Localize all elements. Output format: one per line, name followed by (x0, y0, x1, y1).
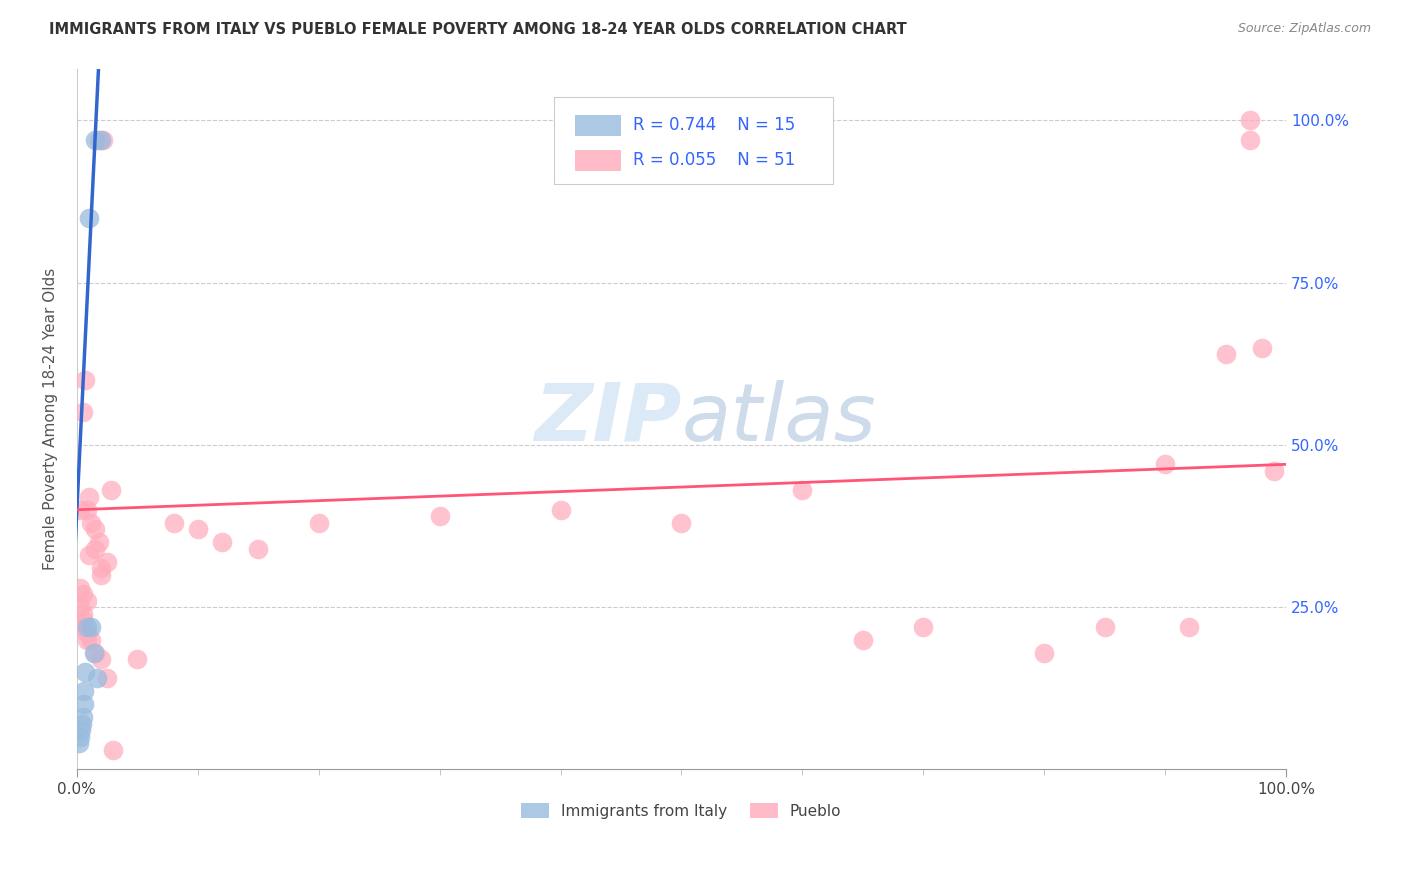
Point (101, 743, 124, 757)
Point (84, 522, 107, 536)
Point (1263, 464, 1285, 478)
Point (69, 619, 91, 633)
Point (87, 133, 110, 147)
Point (187, 522, 209, 536)
Point (76, 619, 98, 633)
Point (76, 593, 98, 607)
Point (671, 516, 693, 530)
Point (72, 613, 94, 627)
Point (90, 652, 112, 666)
Point (1094, 619, 1116, 633)
Point (80, 632, 103, 647)
Point (72, 607, 94, 621)
Point (90, 133, 112, 147)
Point (247, 541, 270, 556)
Bar (575, 150, 621, 171)
Point (96, 555, 118, 569)
Text: R = 0.744    N = 15: R = 0.744 N = 15 (633, 116, 796, 135)
Point (912, 619, 935, 633)
Point (76, 632, 98, 647)
Point (72, 587, 94, 601)
Point (308, 516, 330, 530)
Text: atlas: atlas (682, 380, 876, 458)
Point (72, 405, 94, 419)
Point (69, 730, 91, 744)
Point (550, 502, 572, 516)
Point (96, 672, 118, 686)
Point (76, 626, 98, 640)
Point (70, 723, 93, 738)
Point (1154, 458, 1177, 472)
Point (72, 698, 94, 712)
Text: ZIP: ZIP (534, 380, 682, 458)
Point (83, 646, 105, 660)
Point (100, 483, 122, 498)
Point (72, 710, 94, 724)
Point (75, 373, 97, 387)
Point (80, 619, 103, 633)
Point (80, 516, 103, 530)
Point (1215, 347, 1237, 361)
Point (73, 684, 96, 698)
Point (93, 133, 115, 147)
Point (852, 632, 875, 647)
Point (1033, 646, 1056, 660)
Bar (575, 115, 621, 136)
Point (69, 600, 91, 615)
Point (77, 211, 100, 225)
Text: Source: ZipAtlas.com: Source: ZipAtlas.com (1237, 22, 1371, 36)
Point (67, 736, 90, 750)
Point (162, 516, 184, 530)
Point (211, 535, 233, 549)
Point (792, 483, 814, 498)
Point (429, 509, 451, 524)
Point (76, 502, 98, 516)
Point (1239, 133, 1261, 147)
Point (1239, 113, 1261, 128)
Point (75, 665, 97, 679)
Point (70, 717, 93, 731)
Point (77, 548, 100, 562)
Y-axis label: Female Poverty Among 18-24 Year Olds: Female Poverty Among 18-24 Year Olds (44, 268, 58, 570)
Point (69, 502, 91, 516)
Text: IMMIGRANTS FROM ITALY VS PUEBLO FEMALE POVERTY AMONG 18-24 YEAR OLDS CORRELATION: IMMIGRANTS FROM ITALY VS PUEBLO FEMALE P… (49, 22, 907, 37)
Point (90, 567, 112, 582)
Point (84, 133, 107, 147)
FancyBboxPatch shape (554, 96, 832, 184)
Point (1178, 619, 1201, 633)
Point (1250, 341, 1272, 355)
Point (84, 541, 107, 556)
Point (87, 535, 110, 549)
Text: R = 0.055    N = 51: R = 0.055 N = 51 (633, 152, 796, 169)
Point (127, 652, 149, 666)
Legend: Immigrants from Italy, Pueblo: Immigrants from Italy, Pueblo (516, 797, 848, 825)
Point (77, 490, 100, 504)
Point (90, 561, 112, 575)
Point (69, 581, 91, 595)
Point (84, 646, 107, 660)
Point (86, 672, 108, 686)
